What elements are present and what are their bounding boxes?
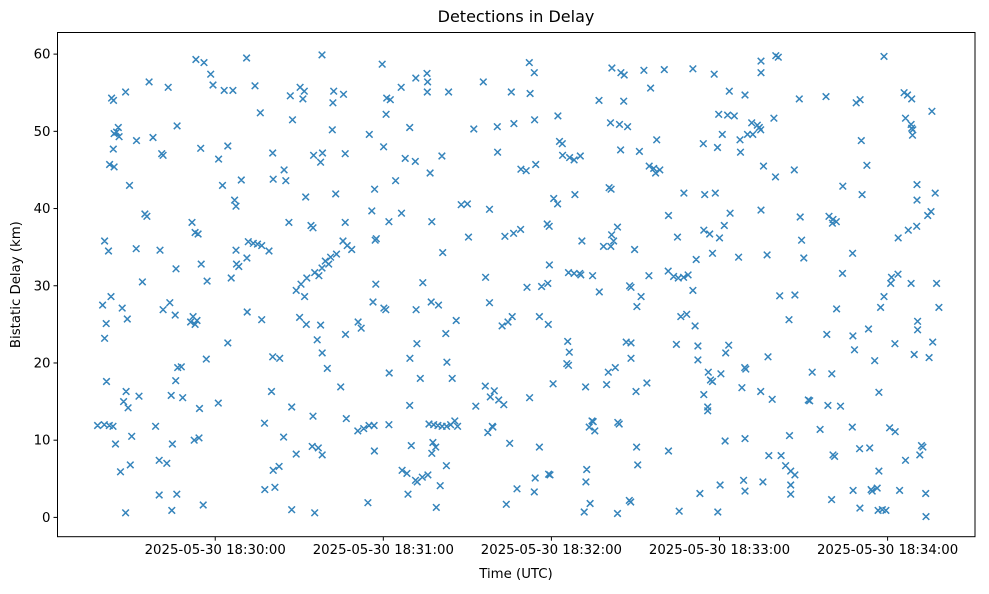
x-tick-label: 2025-05-30 18:32:00 <box>481 543 622 558</box>
y-tick-label: 40 <box>34 202 51 217</box>
y-tick-label: 10 <box>34 434 51 449</box>
x-tick-label: 2025-05-30 18:34:00 <box>817 543 958 558</box>
tick-marks <box>53 53 889 541</box>
y-tick-label: 0 <box>42 511 50 526</box>
x-tick-label: 2025-05-30 18:33:00 <box>649 543 790 558</box>
scatter-marker-x <box>93 51 943 521</box>
y-tick-label: 50 <box>34 125 51 140</box>
y-tick-label: 20 <box>34 356 51 371</box>
tick-labels: 2025-05-30 18:30:00 2025-05-30 18:31:00 20… <box>34 48 959 559</box>
scatter-points <box>93 51 943 521</box>
axes-frame <box>57 32 976 538</box>
x-axis-label: Time (UTC) <box>478 567 553 582</box>
y-tick-label: 30 <box>34 279 51 294</box>
y-axis-label: Bistatic Delay (km) <box>9 221 24 348</box>
y-tick-label: 60 <box>34 48 51 63</box>
plot-title: Detections in Delay <box>438 7 595 26</box>
x-tick-label: 2025-05-30 18:30:00 <box>145 543 286 558</box>
x-tick-label: 2025-05-30 18:31:00 <box>313 543 454 558</box>
